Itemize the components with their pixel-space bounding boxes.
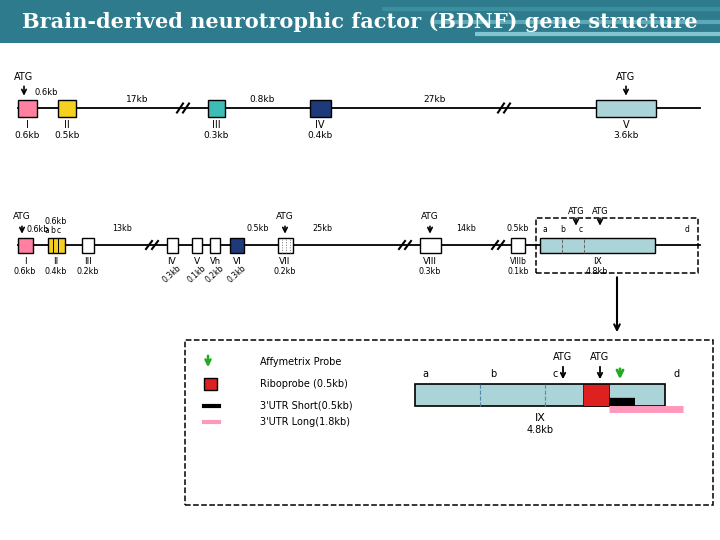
Text: b: b [490,369,496,379]
Text: 0.6kb: 0.6kb [35,88,58,97]
Text: 4.8kb: 4.8kb [526,425,554,435]
Text: 0.6kb: 0.6kb [14,267,36,276]
Text: VIII: VIII [423,257,437,266]
Bar [230,238,244,253]
Text: V: V [194,257,200,266]
Text: ATG: ATG [590,352,610,362]
Text: 13kb: 13kb [112,224,132,233]
Text: VI: VI [233,257,241,266]
Text: III: III [212,120,220,131]
Bar [58,99,76,117]
Bar [415,384,665,406]
Bar [167,238,178,253]
Text: 25kb: 25kb [312,224,332,233]
Text: 0.5kb: 0.5kb [247,224,269,233]
Text: 0.5kb: 0.5kb [507,224,529,233]
Bar [18,238,33,253]
Text: 0.1kb: 0.1kb [186,263,208,284]
Text: c: c [57,226,61,235]
Bar [310,99,331,117]
Text: ATG: ATG [421,212,439,221]
Text: 0.3kb: 0.3kb [161,263,183,284]
Text: IX: IX [593,257,601,266]
Bar [185,340,713,505]
Text: I: I [26,120,28,131]
Bar [511,238,525,253]
Text: d: d [685,225,690,234]
Bar [204,378,217,390]
Text: 27kb: 27kb [424,94,446,104]
Bar [208,99,225,117]
Text: 17kb: 17kb [126,94,148,104]
Text: II: II [53,257,58,266]
Bar [18,99,37,117]
Bar [536,218,698,273]
Text: 0.2kb: 0.2kb [77,267,99,276]
Text: 0.4kb: 0.4kb [307,131,333,140]
Bar [0,0,720,43]
Text: 0.3kb: 0.3kb [203,131,229,140]
Text: 0.5kb: 0.5kb [54,131,80,140]
Text: ATG: ATG [567,207,585,216]
Text: VIIIb: VIIIb [510,257,526,266]
Bar [583,384,609,406]
Bar [192,238,202,253]
Text: 4.8kb: 4.8kb [586,267,608,276]
Text: III: III [84,257,92,266]
Bar [420,238,441,253]
Text: a: a [543,225,547,234]
Bar [82,238,94,253]
Text: d: d [674,369,680,379]
Text: b: b [50,226,55,235]
Text: 0.8kb: 0.8kb [249,94,275,104]
Text: ATG: ATG [276,212,294,221]
Text: V: V [623,120,629,131]
Text: 0.4kb: 0.4kb [45,267,67,276]
Text: ATG: ATG [592,207,608,216]
Text: ATG: ATG [616,71,636,82]
Text: 3'UTR Long(1.8kb): 3'UTR Long(1.8kb) [260,417,350,427]
Text: b: b [561,225,565,234]
Text: 0.6kb: 0.6kb [27,225,49,234]
Text: 0.3kb: 0.3kb [226,263,248,284]
Bar [278,238,293,253]
Text: II: II [64,120,70,131]
Bar [596,99,656,117]
Text: Riboprobe (0.5kb): Riboprobe (0.5kb) [260,379,348,389]
Text: 0.1kb: 0.1kb [508,267,528,276]
Text: 3.6kb: 3.6kb [613,131,639,140]
Text: I: I [24,257,27,266]
Text: c: c [579,225,583,234]
Text: IX: IX [534,413,546,423]
Bar [210,238,220,253]
Text: 0.6kb: 0.6kb [14,131,40,140]
Text: c: c [552,369,558,379]
Bar [48,238,65,253]
Text: a: a [422,369,428,379]
Text: 3'UTR Short(0.5kb): 3'UTR Short(0.5kb) [260,401,353,411]
Text: a: a [45,226,50,235]
Text: 0.3kb: 0.3kb [419,267,441,276]
Text: Vh: Vh [210,257,220,266]
Text: 0.6kb: 0.6kb [45,217,67,226]
Text: 0.2kb: 0.2kb [204,263,226,284]
Text: VII: VII [279,257,291,266]
Text: ATG: ATG [13,212,31,221]
Text: IV: IV [168,257,176,266]
Text: Affymetrix Probe: Affymetrix Probe [260,357,341,367]
Text: ATG: ATG [554,352,572,362]
Text: 0.2kb: 0.2kb [274,267,296,276]
Text: ATG: ATG [14,71,34,82]
Text: 14kb: 14kb [456,224,476,233]
Bar [540,238,655,253]
Text: IV: IV [315,120,325,131]
Text: Brain-derived neurotrophic factor (BDNF) gene structure: Brain-derived neurotrophic factor (BDNF)… [22,11,698,31]
